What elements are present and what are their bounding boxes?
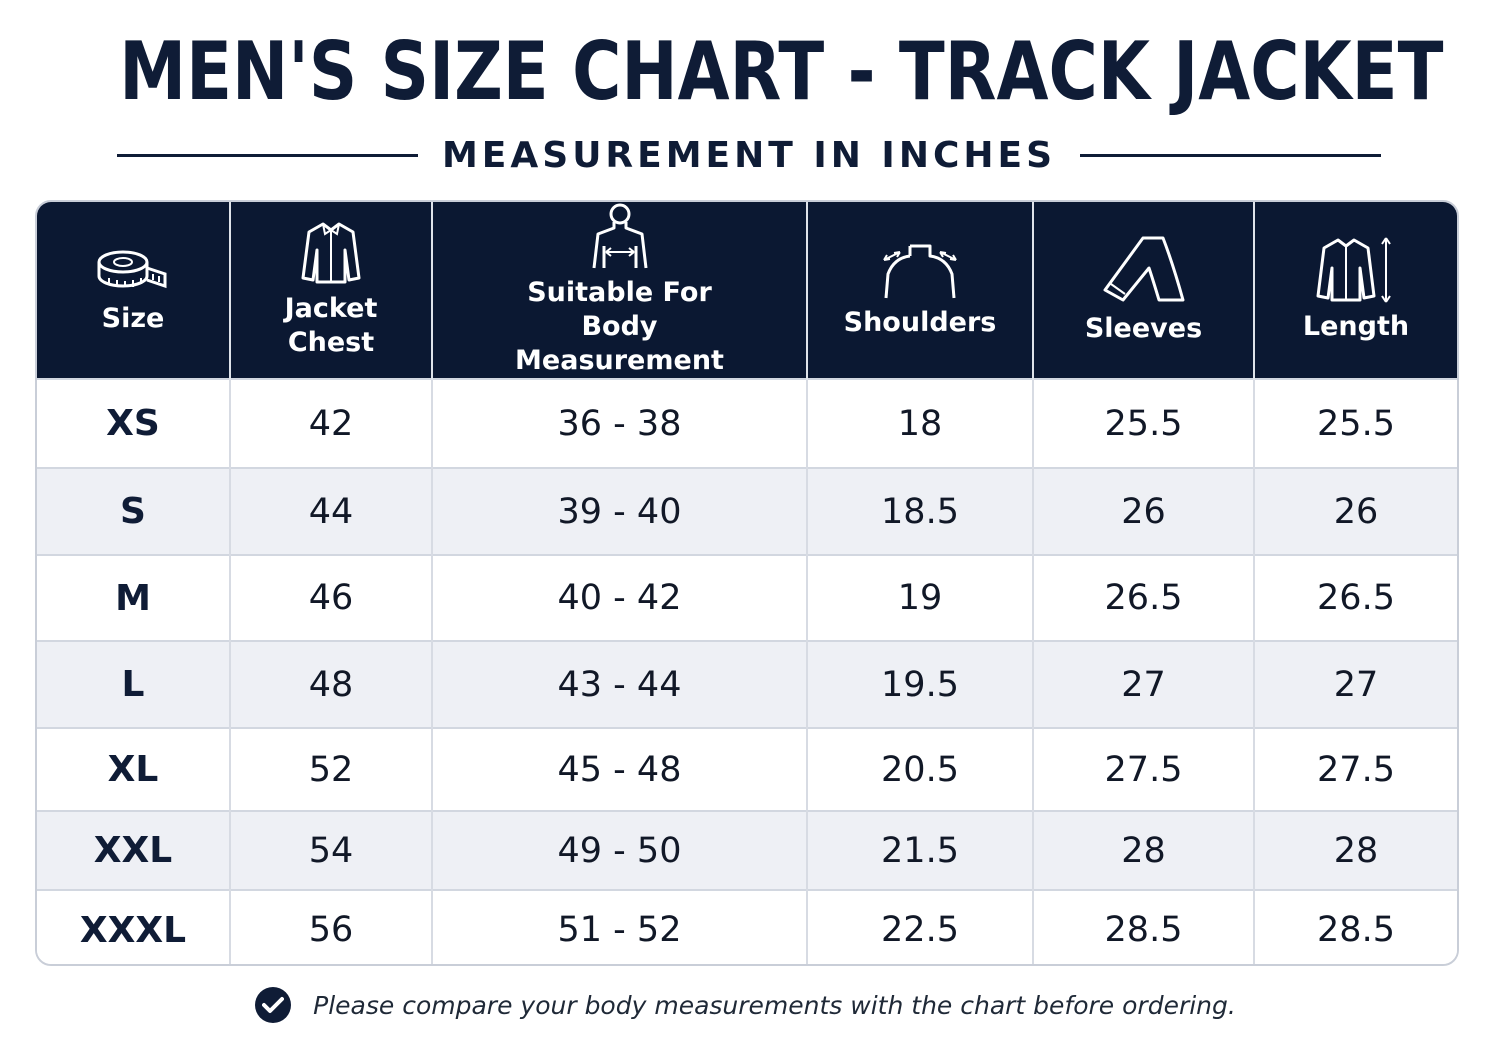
cell-jacket-chest: 52 bbox=[230, 727, 433, 811]
table-row: XXL 54 49 - 50 21.5 28 28 bbox=[37, 810, 1457, 890]
subtitle-rule-left bbox=[117, 153, 418, 157]
cell-size: XXL bbox=[37, 810, 231, 890]
cell-size: S bbox=[37, 467, 231, 555]
col-header-sleeves: Sleeves bbox=[1033, 202, 1255, 379]
cell-sleeves: 28.5 bbox=[1033, 889, 1255, 964]
measuring-tape-icon bbox=[97, 250, 167, 289]
cell-sleeves: 26.5 bbox=[1033, 554, 1255, 641]
subtitle-rule-right bbox=[1080, 153, 1382, 157]
cell-body-measurement: 40 - 42 bbox=[432, 554, 808, 641]
header-row: Size Jacket Chest bbox=[37, 202, 1457, 379]
subtitle-row: MEASUREMENT IN INCHES bbox=[117, 132, 1382, 178]
cell-length: 27 bbox=[1254, 640, 1457, 728]
cell-shoulders: 21.5 bbox=[807, 810, 1034, 890]
cell-size: L bbox=[37, 640, 231, 728]
table-row: XXXL 56 51 - 52 22.5 28.5 28.5 bbox=[37, 889, 1457, 964]
col-label-length: Length bbox=[1302, 311, 1410, 342]
cell-sleeves: 25.5 bbox=[1033, 378, 1255, 468]
size-chart-table: Size Jacket Chest bbox=[35, 200, 1459, 966]
cell-body-measurement: 51 - 52 bbox=[432, 889, 808, 964]
cell-shoulders: 18 bbox=[807, 378, 1034, 468]
footer-note: Please compare your body measurements wi… bbox=[0, 980, 1491, 1030]
cell-jacket-chest: 48 bbox=[230, 640, 433, 728]
jacket-length-icon bbox=[1316, 237, 1391, 303]
cell-length: 27.5 bbox=[1254, 727, 1457, 811]
cell-sleeves: 28 bbox=[1033, 810, 1255, 890]
col-header-length: Length bbox=[1254, 202, 1457, 379]
col-header-shoulders: Shoulders bbox=[807, 202, 1034, 379]
cell-jacket-chest: 54 bbox=[230, 810, 433, 890]
page-title: MEN'S SIZE CHART - TRACK JACKET bbox=[119, 25, 1444, 118]
cell-jacket-chest: 42 bbox=[230, 378, 433, 468]
table-row: L 48 43 - 44 19.5 27 27 bbox=[37, 640, 1457, 728]
page-subtitle: MEASUREMENT IN INCHES bbox=[441, 134, 1057, 176]
col-header-size: Size bbox=[37, 202, 231, 379]
checkmark-circle-icon bbox=[255, 987, 292, 1023]
cell-length: 28 bbox=[1254, 810, 1457, 890]
table-row: S 44 39 - 40 18.5 26 26 bbox=[37, 467, 1457, 555]
cell-body-measurement: 39 - 40 bbox=[432, 467, 808, 555]
cell-body-measurement: 36 - 38 bbox=[432, 378, 808, 468]
table-row: XS 42 36 - 38 18 25.5 25.5 bbox=[37, 378, 1457, 468]
cell-sleeves: 27.5 bbox=[1033, 727, 1255, 811]
cell-shoulders: 22.5 bbox=[807, 889, 1034, 964]
footer-note-text: Please compare your body measurements wi… bbox=[313, 990, 1236, 1020]
cell-jacket-chest: 46 bbox=[230, 554, 433, 641]
cell-shoulders: 20.5 bbox=[807, 727, 1034, 811]
cell-length: 26 bbox=[1254, 467, 1457, 555]
cell-size: XXXL bbox=[37, 889, 231, 964]
jacket-icon bbox=[301, 222, 361, 284]
cell-shoulders: 18.5 bbox=[807, 467, 1034, 555]
col-label-body-measurement: Suitable For Body Measurement bbox=[515, 277, 724, 376]
cell-sleeves: 26 bbox=[1033, 467, 1255, 555]
cell-size: XL bbox=[37, 727, 231, 811]
cell-jacket-chest: 44 bbox=[230, 467, 433, 555]
cell-length: 25.5 bbox=[1254, 378, 1457, 468]
col-header-body-measurement: Suitable For Body Measurement bbox=[432, 202, 808, 379]
cell-body-measurement: 49 - 50 bbox=[432, 810, 808, 890]
cell-shoulders: 19.5 bbox=[807, 640, 1034, 728]
sleeve-icon bbox=[1103, 236, 1184, 302]
col-label-jacket-chest: Jacket Chest bbox=[284, 293, 378, 358]
cell-sleeves: 27 bbox=[1033, 640, 1255, 728]
cell-body-measurement: 43 - 44 bbox=[432, 640, 808, 728]
cell-size: M bbox=[37, 554, 231, 641]
cell-length: 26.5 bbox=[1254, 554, 1457, 641]
cell-size: XS bbox=[37, 378, 231, 468]
table-row: M 46 40 - 42 19 26.5 26.5 bbox=[37, 554, 1457, 641]
cell-length: 28.5 bbox=[1254, 889, 1457, 964]
col-label-sleeves: Sleeves bbox=[1084, 313, 1203, 344]
col-header-jacket-chest: Jacket Chest bbox=[230, 202, 433, 379]
cell-body-measurement: 45 - 48 bbox=[432, 727, 808, 811]
cell-shoulders: 19 bbox=[807, 554, 1034, 641]
col-label-shoulders: Shoulders bbox=[843, 307, 997, 338]
body-chest-icon bbox=[592, 203, 647, 269]
cell-jacket-chest: 56 bbox=[230, 889, 433, 964]
col-label-size: Size bbox=[101, 303, 165, 334]
table-row: XL 52 45 - 48 20.5 27.5 27.5 bbox=[37, 727, 1457, 811]
shoulders-icon bbox=[883, 244, 957, 299]
